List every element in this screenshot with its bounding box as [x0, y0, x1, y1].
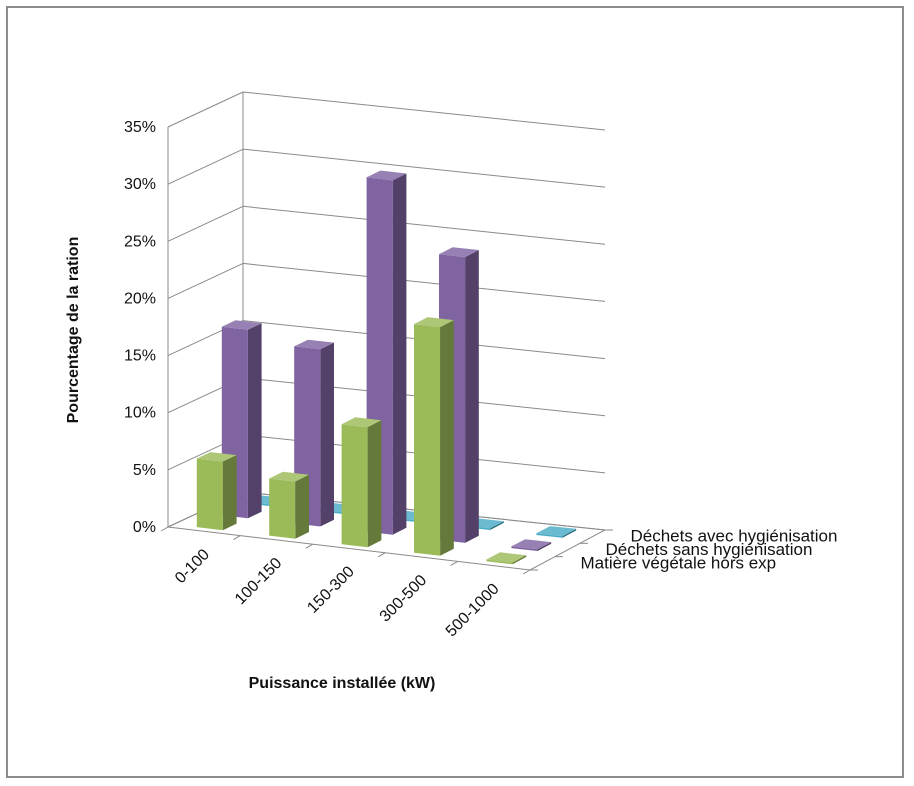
bar-front-face — [269, 478, 296, 539]
bar — [414, 317, 454, 556]
x-tick-labels: 0-100 100-150 150-300 300-500 500-1000 — [172, 546, 503, 640]
bars-layer — [196, 170, 577, 565]
bar — [196, 452, 237, 531]
bar — [511, 539, 552, 551]
bar-side-face — [247, 323, 262, 519]
bar-top-face — [221, 320, 262, 330]
bar-top-face — [511, 539, 552, 550]
bar-top-face — [414, 317, 454, 328]
side-gridline — [167, 262, 244, 299]
x-axis-title: Puissance installée (kW) — [249, 675, 436, 692]
legend-series-name: Déchets avec hygiénisation — [631, 527, 838, 546]
side-gridline — [167, 91, 244, 128]
bar-top-face — [439, 247, 479, 258]
y-tick-label: 25% — [124, 233, 156, 250]
bar-front-face — [196, 458, 223, 531]
y-axis-title: Pourcentage de la ration — [65, 237, 82, 424]
bar-side-face — [490, 521, 504, 530]
category-tick — [522, 569, 531, 575]
bar-side-face — [320, 342, 334, 527]
x-tick-label: 150-300 — [304, 563, 358, 617]
bar — [269, 471, 309, 539]
legend-series-name: Déchets sans hygiénisation — [606, 540, 813, 559]
bar-front-face — [486, 559, 513, 565]
x-tick-label: 300-500 — [377, 572, 431, 626]
bar — [341, 417, 382, 548]
bar-side-face — [222, 455, 237, 531]
bar-top-face — [341, 417, 382, 428]
category-tick — [233, 535, 241, 541]
bar-top-face — [366, 170, 407, 181]
x-tick-label: 0-100 — [172, 546, 213, 587]
bar-side-face — [367, 420, 382, 548]
y-tick-label: 15% — [124, 348, 156, 365]
back-gridline — [242, 262, 606, 302]
back-gridline — [242, 91, 606, 131]
bar — [536, 526, 577, 538]
y-tick-label: 0% — [133, 519, 156, 536]
side-gridline — [167, 205, 244, 242]
bar-top-face — [269, 471, 309, 482]
bar-top-face — [196, 452, 237, 462]
bar-side-face — [465, 250, 479, 543]
side-gridline — [167, 148, 244, 185]
category-tick — [450, 560, 458, 566]
bar — [486, 552, 527, 565]
category-tick — [305, 543, 314, 549]
bar-side-face — [537, 542, 552, 551]
bar-front-face — [511, 546, 538, 551]
category-tick — [377, 552, 386, 558]
y-tick-label: 30% — [124, 176, 156, 193]
bar-front-face — [414, 324, 441, 556]
y-tick-label: 10% — [124, 405, 156, 422]
bar-top-face — [486, 552, 527, 563]
y-tick-label: 35% — [124, 119, 156, 136]
bar-side-face — [512, 555, 527, 565]
bar-front-face — [341, 424, 368, 548]
x-tick-label: 500-1000 — [443, 580, 503, 640]
bar-side-face — [440, 320, 454, 556]
bar-side-face — [562, 528, 577, 538]
bar-front-face — [536, 533, 563, 538]
y-tick-label: 5% — [133, 462, 156, 479]
bar-side-face — [392, 173, 407, 535]
y-tick-labels: 0% 5% 10% 15% 20% 25% 30% 35% — [124, 119, 156, 536]
category-tick — [160, 526, 169, 532]
back-gridline — [242, 148, 606, 188]
x-tick-label: 100-150 — [232, 555, 286, 609]
bar-top-face — [294, 339, 334, 350]
y-tick-label: 20% — [124, 290, 156, 307]
bar-side-face — [295, 474, 309, 539]
bar-top-face — [536, 526, 577, 537]
back-gridline — [242, 205, 606, 245]
legend-series-name: Matière végétale hors exp — [581, 553, 777, 572]
